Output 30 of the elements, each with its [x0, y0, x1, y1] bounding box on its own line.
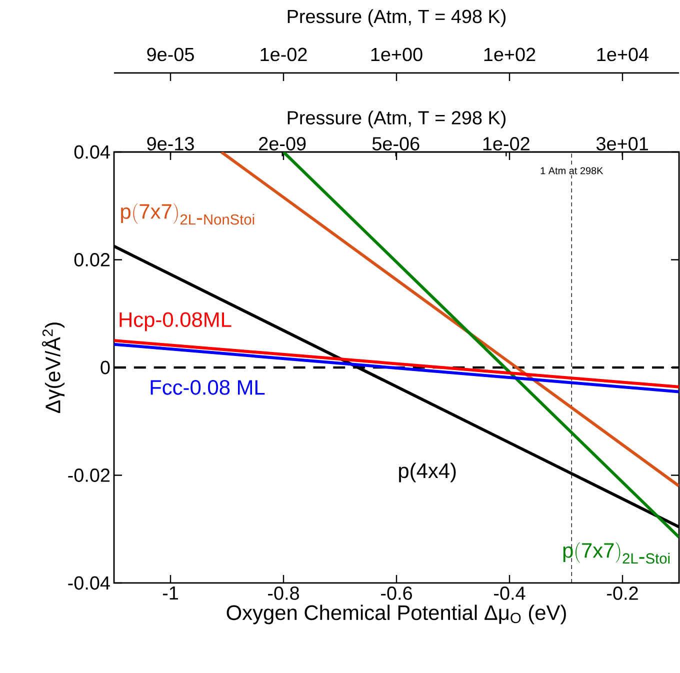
x2-tick-label: 1e-02: [483, 137, 530, 150]
y-tick-label: 0: [100, 360, 110, 374]
x2-axis-title: Pressure (Atm, T = 298 K): [288, 110, 506, 128]
text: 1e-02: [260, 48, 307, 62]
series-label: Fcc-0.08 ML: [150, 380, 265, 395]
text: $\mathrm{p(7x7)}_{\mathrm{2L\mbox{-}NonStoi}}$: [121, 203, 254, 225]
x2-tick-label: 2e-09: [259, 137, 306, 150]
x2-tick-label: 3e+01: [596, 137, 648, 150]
x-tick-label: -0.8: [268, 586, 299, 600]
text: Pressure (Atm, T = 498 K): [288, 9, 506, 27]
y-tick-label: 0.04: [74, 145, 110, 159]
x-tick-label: -0.6: [381, 586, 412, 600]
y-tick-label: -0.02: [68, 468, 110, 482]
x2-tick-label: 5e-06: [372, 137, 420, 150]
series-label: $\mathrm{p(7x7)}_{\mathrm{2L\mbox{-}Stoi}}$: [563, 542, 670, 564]
ref-line-label: 1 Atm at 298K: [540, 167, 604, 174]
x-tick-label: -0.2: [607, 586, 638, 600]
text: p(4x4): [399, 462, 456, 482]
y-tick-label: -0.04: [68, 576, 110, 590]
x-tick-label: -0.4: [494, 586, 526, 600]
x-axis-title: Oxygen Chemical Potential Δμ$_{O}$ (eV): [226, 604, 566, 624]
text: 1e+00: [371, 48, 422, 62]
text: 1e+02: [484, 48, 536, 62]
x2-tick-label: 9e-13: [147, 137, 194, 150]
text: 9e-05: [147, 48, 194, 62]
series-label: Hcp-0.08ML: [120, 312, 232, 332]
text: 1e+04: [597, 48, 649, 62]
y-tick-label: 0.02: [74, 253, 110, 266]
y-axis-title: Δγ(eV/Å$^{2}$): [42, 322, 64, 414]
x-tick-label: -1: [162, 586, 178, 600]
